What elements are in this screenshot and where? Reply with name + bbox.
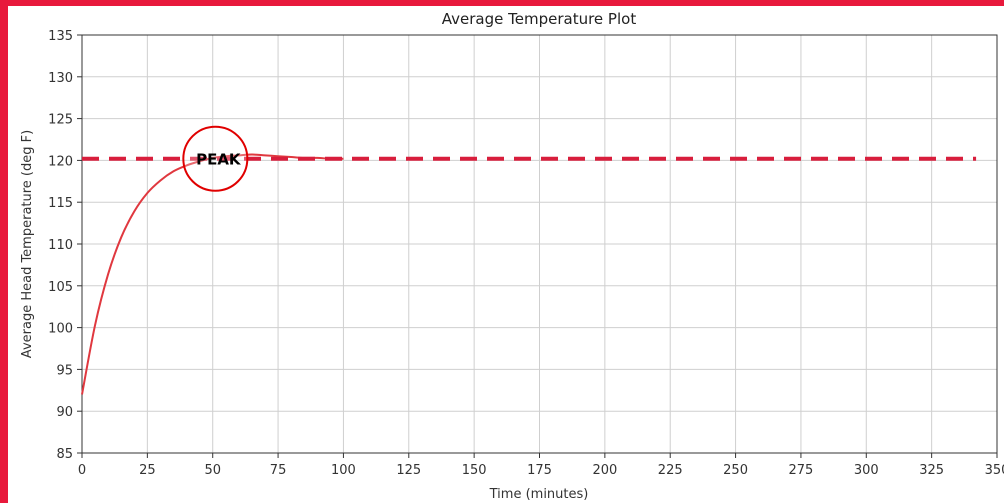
x-tick-label: 0	[78, 463, 86, 478]
grid	[82, 35, 997, 453]
y-tick-label: 130	[48, 71, 73, 86]
x-tick-label: 50	[204, 463, 221, 478]
x-tick-label: 225	[658, 463, 683, 478]
x-axis-ticks: 0 25 50 75 100 125 150 175 200 225 250 275 300 325 350	[78, 453, 1004, 478]
x-tick-label: 175	[527, 463, 552, 478]
x-tick-label: 75	[270, 463, 287, 478]
y-axis-ticks: 85 90 95 100 105 110 115 120 125 130 135	[48, 29, 82, 462]
y-tick-label: 120	[48, 154, 73, 169]
x-tick-label: 200	[592, 463, 617, 478]
x-tick-label: 100	[331, 463, 356, 478]
y-tick-label: 110	[48, 238, 73, 253]
chart-title: Average Temperature Plot	[442, 10, 637, 28]
x-tick-label: 25	[139, 463, 156, 478]
left-border-strip	[0, 0, 8, 503]
x-tick-label: 150	[462, 463, 487, 478]
y-tick-label: 100	[48, 322, 73, 337]
y-tick-label: 105	[48, 280, 73, 295]
peak-annotation-label: PEAK	[196, 151, 242, 169]
x-tick-label: 300	[854, 463, 879, 478]
y-tick-label: 90	[56, 405, 73, 420]
x-tick-label: 275	[789, 463, 814, 478]
y-tick-label: 95	[56, 363, 73, 378]
y-tick-label: 85	[56, 447, 73, 462]
annotation-layer: PEAK	[183, 127, 247, 191]
x-axis-label: Time (minutes)	[489, 487, 589, 502]
y-tick-label: 115	[48, 196, 73, 211]
y-tick-label: 125	[48, 113, 73, 128]
x-tick-label: 350	[985, 463, 1004, 478]
y-tick-label: 135	[48, 29, 73, 44]
x-tick-label: 125	[396, 463, 421, 478]
x-tick-label: 325	[919, 463, 944, 478]
x-tick-label: 250	[723, 463, 748, 478]
y-axis-label: Average Head Temperature (deg F)	[20, 130, 35, 358]
top-border-strip	[0, 0, 1004, 6]
